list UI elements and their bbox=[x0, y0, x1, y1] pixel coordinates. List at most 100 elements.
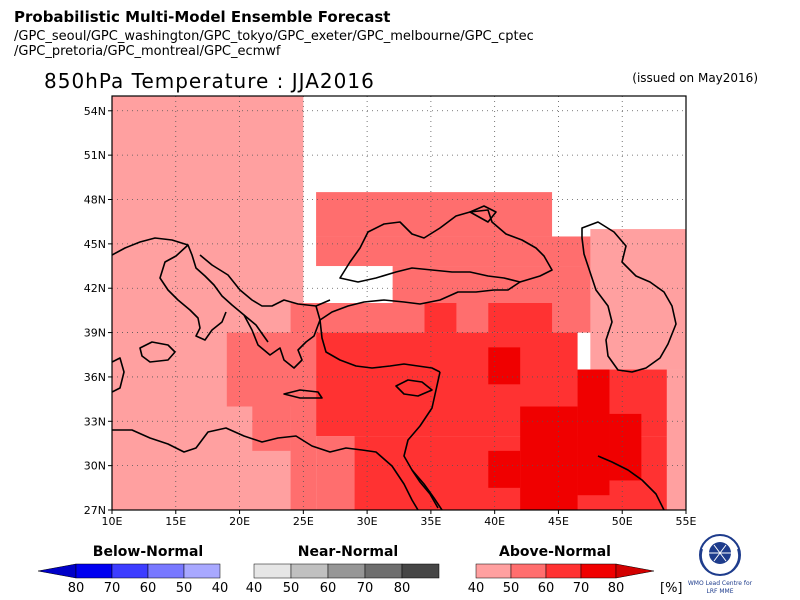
legend-swatch bbox=[253, 563, 292, 579]
legend-value: 80 bbox=[394, 581, 411, 596]
legend-swatch bbox=[364, 563, 403, 579]
probability-cell bbox=[666, 369, 686, 510]
legend-value: 60 bbox=[140, 581, 157, 596]
probability-cell bbox=[316, 436, 355, 510]
lat-tick-label: 48N bbox=[84, 194, 106, 207]
probability-cell bbox=[609, 413, 642, 481]
probability-cell bbox=[316, 236, 610, 267]
lat-tick-label: 42N bbox=[84, 282, 106, 295]
probability-cell bbox=[488, 303, 553, 333]
legend-value: 70 bbox=[573, 581, 590, 596]
lon-tick-label: 35E bbox=[420, 515, 441, 528]
legend-value: 40 bbox=[212, 581, 229, 596]
map-frame bbox=[111, 95, 687, 511]
lon-tick-label: 10E bbox=[102, 515, 123, 528]
legend: Below-Normal Near-Normal Above-Normal 80… bbox=[37, 544, 683, 596]
legend-value: 50 bbox=[283, 581, 300, 596]
legend-swatch bbox=[475, 563, 512, 579]
legend-value: 80 bbox=[608, 581, 625, 596]
lat-tick-label: 51N bbox=[84, 149, 106, 162]
legend-swatch bbox=[401, 563, 440, 579]
coast-cyprus bbox=[395, 379, 433, 397]
legend-value: 40 bbox=[246, 581, 263, 596]
issued-date: (issued on May2016) bbox=[632, 71, 758, 85]
lat-tick-label: 45N bbox=[84, 238, 106, 251]
lon-tick-label: 20E bbox=[229, 515, 250, 528]
coast-anatolia-south bbox=[319, 319, 441, 373]
legend-swatch bbox=[510, 563, 547, 579]
coast-turkey bbox=[319, 281, 521, 321]
coast-greece bbox=[243, 305, 321, 369]
legend-swatch bbox=[111, 563, 149, 579]
legend-value: 50 bbox=[503, 581, 520, 596]
probability-cell bbox=[590, 229, 686, 370]
legend-swatch bbox=[545, 563, 582, 579]
model-list-line2: /GPC_pretoria/GPC_montreal/GPC_ecmwf bbox=[14, 44, 281, 59]
map-title: 850hPa Temperature : JJA2016 bbox=[44, 69, 375, 93]
legend-swatch bbox=[183, 563, 221, 579]
legend-value: 80 bbox=[68, 581, 85, 596]
logo-text-line2: LRF MME bbox=[706, 588, 733, 595]
probability-cells bbox=[112, 96, 686, 510]
probability-cell bbox=[424, 303, 457, 333]
lat-tick-label: 54N bbox=[84, 105, 106, 118]
legend-above-label: Above-Normal bbox=[499, 544, 611, 560]
wmo-logo: WMO Lead Centre for LRF MME bbox=[688, 534, 753, 595]
probability-cell bbox=[290, 406, 317, 510]
legend-near-label: Near-Normal bbox=[298, 544, 398, 560]
lat-tick-label: 36N bbox=[84, 371, 106, 384]
legend-arrow-left bbox=[37, 563, 77, 579]
lat-tick-label: 33N bbox=[84, 415, 106, 428]
coast-italy-west bbox=[112, 237, 269, 343]
coastlines bbox=[112, 205, 677, 510]
lon-tick-label: 40E bbox=[484, 515, 505, 528]
legend-value: 60 bbox=[320, 581, 337, 596]
probability-cell bbox=[577, 369, 610, 496]
legend-unit: [%] bbox=[660, 581, 683, 596]
lon-tick-label: 45E bbox=[548, 515, 569, 528]
probability-cell bbox=[226, 332, 317, 407]
legend-below-label: Below-Normal bbox=[93, 544, 203, 560]
coast-africa bbox=[112, 427, 419, 510]
coast-italy-east bbox=[159, 244, 227, 341]
coast-black-sea bbox=[339, 209, 553, 283]
coast-crete bbox=[283, 389, 323, 399]
legend-swatch bbox=[147, 563, 185, 579]
forecast-title: Probabilistic Multi-Model Ensemble Forec… bbox=[14, 8, 391, 26]
legend-value: 50 bbox=[176, 581, 193, 596]
lon-tick-label: 55E bbox=[676, 515, 697, 528]
probability-cell bbox=[252, 406, 291, 451]
lat-tick-label: 27N bbox=[84, 504, 106, 517]
lon-tick-label: 15E bbox=[165, 515, 186, 528]
legend-swatch bbox=[290, 563, 329, 579]
coast-caspian bbox=[581, 221, 677, 373]
legend-value: 70 bbox=[357, 581, 374, 596]
map-axes: 10E 15E 20E 25E 30E 35E 40E 45E 50E 55E 27N 30N 33N 3… bbox=[84, 105, 697, 528]
coast-levant bbox=[403, 371, 441, 509]
probability-cell bbox=[316, 192, 553, 237]
lat-tick-label: 39N bbox=[84, 327, 106, 340]
model-list-line1: /GPC_seoul/GPC_washington/GPC_tokyo/GPC_… bbox=[14, 29, 534, 44]
coast-balkans bbox=[199, 254, 331, 307]
legend-swatch bbox=[75, 563, 113, 579]
legend-arrow-right bbox=[615, 563, 655, 579]
probability-cell bbox=[520, 406, 578, 510]
coast-red-sea bbox=[411, 469, 443, 510]
coast-sardinia bbox=[112, 357, 125, 393]
probability-cell bbox=[488, 450, 521, 488]
legend-value: 70 bbox=[104, 581, 121, 596]
logo-text-line1: WMO Lead Centre for bbox=[688, 580, 753, 587]
legend-swatch bbox=[580, 563, 617, 579]
lon-tick-label: 50E bbox=[612, 515, 633, 528]
legend-value: 40 bbox=[468, 581, 485, 596]
model-list: /GPC_seoul/GPC_washington/GPC_tokyo/GPC_… bbox=[14, 29, 534, 59]
probability-cell bbox=[488, 347, 521, 385]
lon-tick-label: 30E bbox=[357, 515, 378, 528]
legend-value: 60 bbox=[538, 581, 555, 596]
coast-persian-gulf bbox=[597, 455, 665, 510]
coast-azov bbox=[469, 205, 497, 223]
lon-tick-label: 25E bbox=[293, 515, 314, 528]
lat-tick-label: 30N bbox=[84, 460, 106, 473]
coast-sicily bbox=[139, 341, 176, 363]
